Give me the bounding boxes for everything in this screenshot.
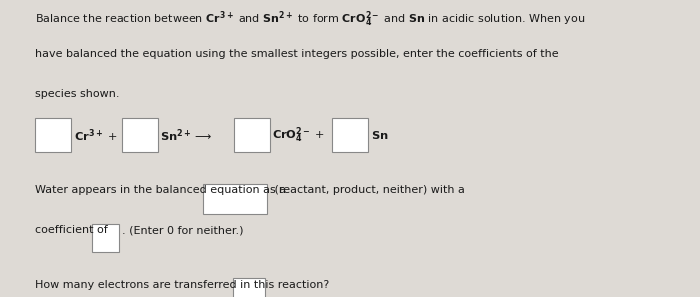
Text: coefficient of: coefficient of bbox=[35, 225, 111, 236]
FancyBboxPatch shape bbox=[92, 224, 119, 252]
Text: species shown.: species shown. bbox=[35, 89, 120, 99]
Text: $\mathbf{Cr^{3+}}$ +: $\mathbf{Cr^{3+}}$ + bbox=[74, 127, 118, 143]
Text: . (Enter 0 for neither.): . (Enter 0 for neither.) bbox=[122, 225, 244, 236]
Text: $\mathbf{Sn^{2+}}$$\longrightarrow$: $\mathbf{Sn^{2+}}$$\longrightarrow$ bbox=[160, 127, 212, 143]
Text: Balance the reaction between $\mathbf{Cr^{3+}}$ and $\mathbf{Sn^{2+}}$ to form $: Balance the reaction between $\mathbf{Cr… bbox=[35, 9, 585, 29]
FancyBboxPatch shape bbox=[332, 118, 368, 152]
FancyBboxPatch shape bbox=[233, 278, 265, 297]
Text: have balanced the equation using the smallest integers possible, enter the coeff: have balanced the equation using the sma… bbox=[35, 49, 559, 59]
FancyBboxPatch shape bbox=[35, 118, 71, 152]
Text: (reactant, product, neither) with a: (reactant, product, neither) with a bbox=[272, 185, 466, 195]
FancyBboxPatch shape bbox=[122, 118, 158, 152]
Text: $\mathbf{CrO_4^{2-}}$ +: $\mathbf{CrO_4^{2-}}$ + bbox=[272, 125, 326, 145]
FancyBboxPatch shape bbox=[234, 118, 270, 152]
FancyBboxPatch shape bbox=[203, 184, 267, 214]
Text: How many electrons are transferred in this reaction?: How many electrons are transferred in th… bbox=[35, 279, 329, 290]
Text: $\mathbf{Sn}$: $\mathbf{Sn}$ bbox=[371, 129, 388, 141]
Text: Water appears in the balanced equation as a: Water appears in the balanced equation a… bbox=[35, 185, 290, 195]
